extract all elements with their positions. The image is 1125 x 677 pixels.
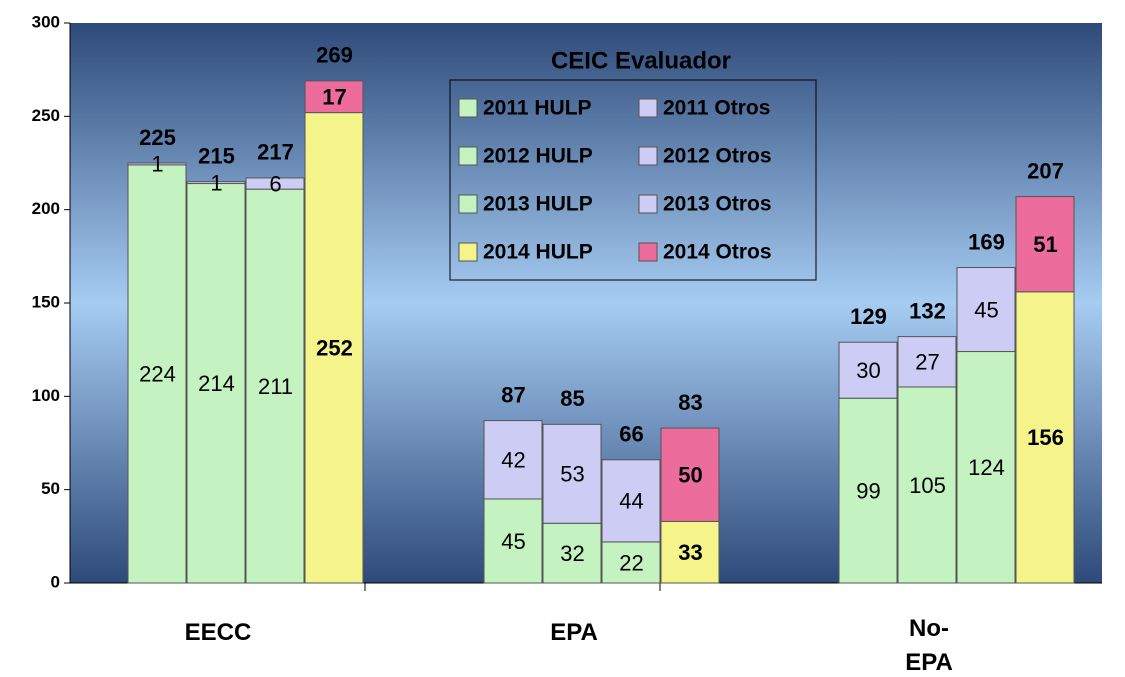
value-label: 156 bbox=[1027, 425, 1064, 450]
total-label: 207 bbox=[1027, 158, 1064, 183]
value-label: 105 bbox=[909, 473, 946, 498]
total-label: 217 bbox=[257, 140, 294, 165]
chart-title: CEIC Evaluador bbox=[551, 47, 731, 74]
legend-swatch bbox=[458, 242, 478, 262]
value-label: 252 bbox=[316, 336, 353, 361]
value-label: 42 bbox=[501, 448, 525, 473]
legend-swatch bbox=[458, 98, 478, 118]
legend-box bbox=[449, 79, 817, 281]
legend-swatch bbox=[458, 194, 478, 214]
value-label: 45 bbox=[974, 297, 998, 322]
y-tick-label: 50 bbox=[41, 479, 60, 498]
total-label: 87 bbox=[501, 382, 525, 407]
bar-segment bbox=[660, 520, 720, 584]
bar-segment bbox=[127, 164, 187, 584]
total-label: 215 bbox=[198, 143, 235, 168]
value-label: 33 bbox=[678, 540, 702, 565]
value-label: 214 bbox=[198, 371, 235, 396]
bar-segment bbox=[542, 522, 602, 584]
legend-label: 2012 HULP bbox=[483, 145, 593, 168]
value-label: 45 bbox=[501, 529, 525, 554]
legend-label: 2012 Otros bbox=[663, 145, 772, 168]
value-label: 50 bbox=[678, 463, 702, 488]
legend-swatch bbox=[638, 98, 658, 118]
bar-segment bbox=[956, 267, 1016, 353]
bar-segment bbox=[304, 112, 364, 584]
value-label: 17 bbox=[322, 85, 346, 110]
value-label: 224 bbox=[139, 362, 176, 387]
value-label: 1 bbox=[210, 170, 222, 195]
bar-segment bbox=[186, 183, 246, 584]
total-label: 85 bbox=[560, 386, 584, 411]
value-label: 211 bbox=[258, 374, 293, 399]
legend-label: 2013 HULP bbox=[483, 193, 593, 216]
bar-segment bbox=[127, 162, 187, 166]
legend-swatch bbox=[638, 242, 658, 262]
y-tick-label: 200 bbox=[32, 199, 60, 218]
value-label: 27 bbox=[915, 350, 939, 375]
value-label: 6 bbox=[269, 171, 281, 196]
value-label: 53 bbox=[560, 462, 584, 487]
y-tick-label: 0 bbox=[51, 572, 60, 591]
legend-label: 2013 Otros bbox=[663, 193, 772, 216]
bar-segment bbox=[245, 177, 305, 190]
bar-segment bbox=[897, 386, 957, 584]
total-label: 129 bbox=[850, 304, 887, 329]
y-tick-label: 250 bbox=[32, 106, 60, 125]
total-label: 132 bbox=[909, 298, 946, 323]
value-label: 22 bbox=[619, 550, 643, 575]
bar-segment bbox=[483, 420, 543, 500]
value-label: 51 bbox=[1033, 232, 1057, 257]
bar-segment bbox=[838, 397, 898, 584]
bar-segment bbox=[956, 351, 1016, 584]
y-tick-label: 100 bbox=[32, 386, 60, 405]
legend-swatch bbox=[638, 146, 658, 166]
value-label: 124 bbox=[968, 455, 1005, 480]
legend-swatch bbox=[458, 146, 478, 166]
x-tick-label: EECC bbox=[184, 619, 252, 646]
bar-segment bbox=[838, 341, 898, 399]
bar-segment bbox=[601, 459, 661, 543]
value-label: 30 bbox=[856, 358, 880, 383]
bar-segment bbox=[660, 427, 720, 522]
bar-segment bbox=[304, 80, 364, 114]
total-label: 269 bbox=[316, 43, 353, 68]
legend-label: 2014 HULP bbox=[483, 241, 593, 264]
value-label: 1 bbox=[151, 152, 163, 177]
total-label: 169 bbox=[968, 229, 1005, 254]
total-label: 225 bbox=[139, 125, 176, 150]
legend-label: 2011 Otros bbox=[663, 97, 770, 120]
x-tick-label: No-EPA bbox=[905, 615, 953, 676]
bar-segment bbox=[245, 188, 305, 584]
y-tick-label: 150 bbox=[32, 292, 60, 311]
legend-label: 2014 Otros bbox=[663, 241, 772, 264]
legend-label: 2011 HULP bbox=[483, 97, 592, 120]
bar-segment bbox=[897, 336, 957, 388]
x-tick-label: EPA bbox=[550, 619, 598, 646]
y-tick-label: 300 bbox=[32, 12, 60, 31]
bar-segment bbox=[1015, 291, 1075, 584]
value-label: 44 bbox=[619, 489, 643, 514]
bar-segment bbox=[1015, 196, 1075, 293]
bar-segment bbox=[186, 181, 246, 185]
bar-segment bbox=[542, 423, 602, 524]
value-label: 99 bbox=[856, 478, 880, 503]
value-label: 32 bbox=[560, 541, 584, 566]
total-label: 66 bbox=[619, 422, 643, 447]
total-label: 83 bbox=[678, 390, 702, 415]
legend-swatch bbox=[638, 194, 658, 214]
